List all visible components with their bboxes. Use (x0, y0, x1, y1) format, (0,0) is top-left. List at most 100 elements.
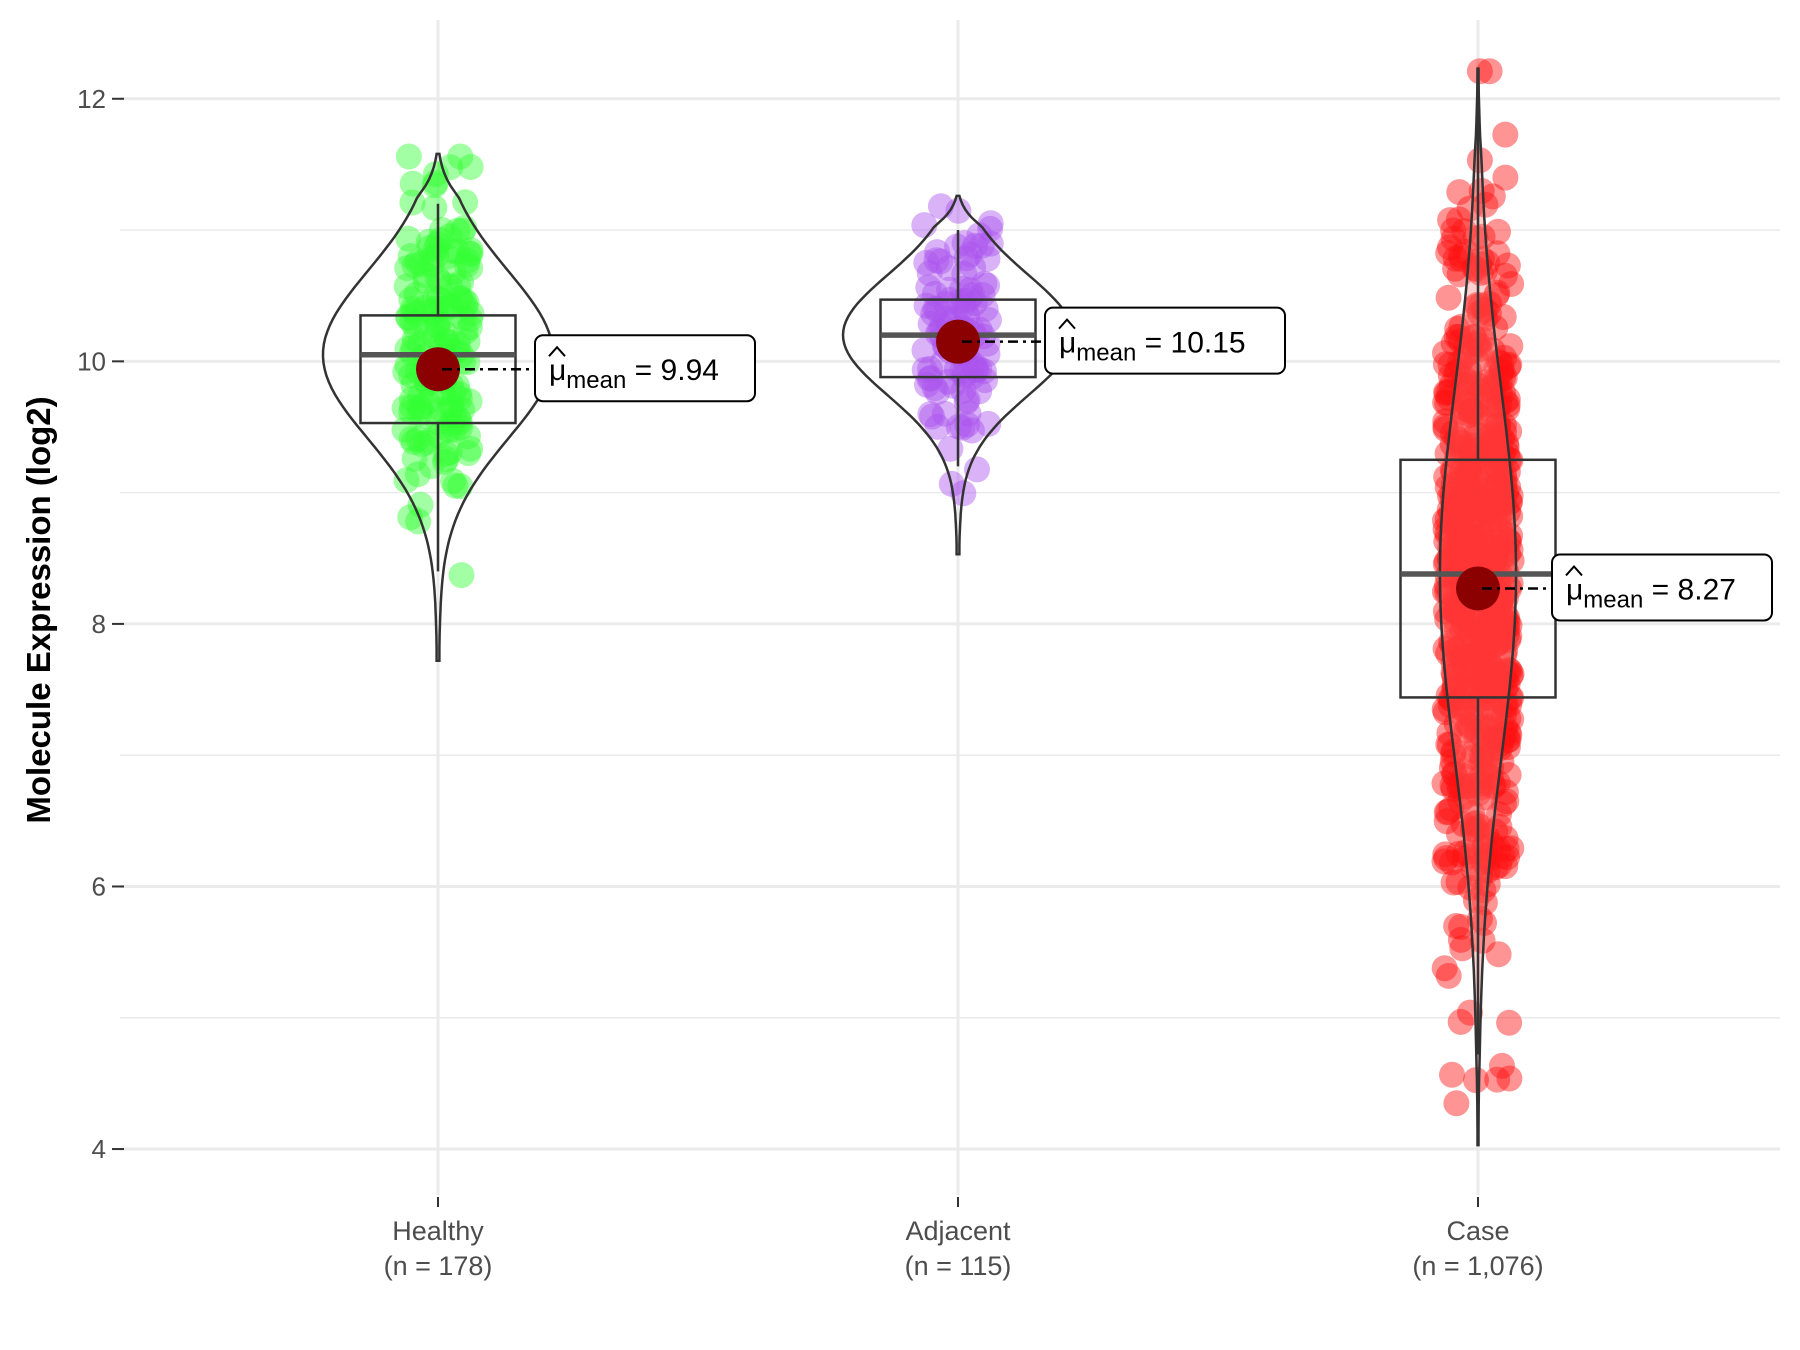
data-point (1488, 605, 1515, 632)
data-point (1439, 1061, 1465, 1088)
data-point (949, 414, 976, 441)
data-point (1488, 669, 1515, 696)
y-tick-label: 8 (92, 609, 106, 639)
data-point (1488, 617, 1515, 644)
data-point (1492, 121, 1519, 148)
data-point (423, 242, 450, 269)
data-point (1449, 646, 1476, 673)
data-point (916, 260, 943, 287)
data-point (1461, 523, 1488, 550)
data-point (1495, 705, 1522, 732)
data-point (1438, 754, 1465, 781)
data-point (1478, 420, 1505, 447)
data-point (1491, 262, 1518, 289)
data-point (1467, 491, 1494, 517)
data-point (1441, 662, 1468, 689)
data-point (1442, 512, 1469, 538)
data-point (406, 400, 433, 427)
data-point (1475, 300, 1502, 327)
data-point (1477, 438, 1504, 464)
data-point (1456, 534, 1483, 560)
data-point (1485, 629, 1512, 656)
data-point (1443, 506, 1470, 533)
data-point (1469, 538, 1496, 565)
data-point (395, 303, 421, 330)
data-point (1449, 399, 1476, 426)
data-point (922, 295, 949, 322)
data-point (968, 232, 995, 259)
data-point (1490, 379, 1516, 406)
data-point (407, 491, 434, 518)
data-point (1498, 271, 1525, 297)
data-point (1489, 725, 1516, 752)
data-point (1454, 535, 1481, 562)
data-point (1464, 616, 1491, 642)
data-point (1433, 845, 1460, 872)
data-point (1463, 809, 1489, 836)
data-point (946, 288, 973, 315)
data-point (1482, 314, 1509, 341)
data-point (1486, 735, 1513, 762)
data-point (1466, 251, 1493, 277)
data-point (1484, 623, 1511, 649)
data-point (1463, 256, 1490, 283)
data-point (1438, 500, 1465, 526)
data-point (1439, 548, 1466, 575)
data-point (1453, 717, 1480, 744)
data-point (1443, 1090, 1470, 1117)
data-point (1448, 485, 1475, 512)
data-point (1476, 430, 1503, 457)
data-point (1483, 543, 1510, 570)
data-point (455, 440, 482, 467)
data-point (1438, 629, 1464, 656)
mean-value: 9.94 (661, 354, 719, 387)
data-point (1465, 501, 1492, 528)
data-point (394, 255, 421, 282)
data-point (1495, 474, 1522, 500)
data-point (406, 395, 433, 421)
data-point (428, 287, 455, 314)
data-point (1483, 355, 1510, 382)
mean-subscript: mean (566, 367, 626, 394)
data-point (1476, 290, 1503, 317)
data-point (924, 379, 951, 406)
data-point (1463, 347, 1490, 373)
data-point (405, 461, 431, 488)
data-point (395, 225, 422, 252)
data-point (1442, 245, 1469, 272)
data-point (1453, 464, 1480, 491)
data-point (958, 282, 985, 309)
data-point (1431, 696, 1458, 723)
data-point (977, 210, 1004, 237)
data-point (1481, 546, 1508, 573)
data-point (1458, 527, 1485, 554)
data-point (457, 237, 484, 264)
data-point (1494, 458, 1521, 485)
data-point (1482, 706, 1509, 733)
data-point (1449, 458, 1476, 485)
data-point (1453, 546, 1479, 572)
data-point (449, 217, 476, 244)
data-point (1461, 503, 1488, 530)
data-point (1489, 357, 1515, 384)
data-point (1494, 252, 1521, 279)
mean-value: 8.27 (1678, 573, 1736, 606)
data-point (1463, 536, 1490, 563)
data-point (458, 300, 485, 327)
data-point (1489, 524, 1516, 551)
data-point (1464, 666, 1491, 693)
mean-symbol: μ (1059, 327, 1076, 360)
data-point (1442, 655, 1469, 682)
data-point (1480, 656, 1507, 683)
data-point (1484, 240, 1511, 267)
data-point (1485, 534, 1512, 561)
data-point (1477, 534, 1503, 561)
data-point (1462, 658, 1489, 685)
data-point (1474, 626, 1501, 652)
data-point (440, 468, 466, 495)
data-point (1440, 498, 1467, 525)
violin (321, 152, 555, 662)
data-point (412, 268, 439, 295)
data-point (421, 194, 448, 221)
data-point (445, 406, 472, 433)
